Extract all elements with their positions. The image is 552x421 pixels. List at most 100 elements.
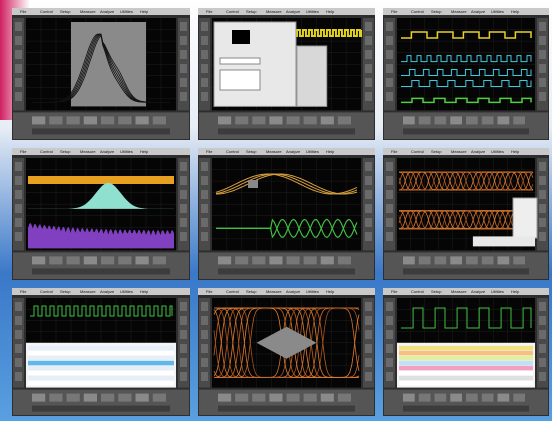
tool-button <box>180 176 187 185</box>
tool-button <box>201 218 208 227</box>
control-knob <box>32 116 45 124</box>
tool-button <box>180 78 187 87</box>
control-knob <box>118 394 131 402</box>
tool-button <box>386 64 393 73</box>
tool-button <box>365 36 372 45</box>
menu-item: Utilities <box>306 149 319 154</box>
menu-item: Control <box>40 9 53 14</box>
control-knob <box>136 256 149 264</box>
tool-button <box>15 232 22 241</box>
histogram-window <box>71 22 146 106</box>
control-knob <box>435 256 447 264</box>
control-knob <box>235 394 248 402</box>
menu-item: Setup <box>246 149 257 154</box>
status-bar <box>218 128 355 134</box>
tool-button <box>201 302 208 311</box>
control-knob <box>32 256 45 264</box>
control-knob <box>338 116 351 124</box>
menu-item: Measure <box>80 149 96 154</box>
tool-button <box>201 176 208 185</box>
status-bar <box>32 128 170 134</box>
table-row <box>399 351 533 356</box>
table-row <box>399 371 533 376</box>
tool-button <box>180 372 187 381</box>
control-knob <box>269 256 282 264</box>
dialog-field <box>220 58 260 64</box>
control-knob <box>252 116 265 124</box>
tool-button <box>201 330 208 339</box>
status-bar <box>403 128 529 134</box>
tool-button <box>539 316 546 325</box>
menu-item: Measure <box>451 289 467 294</box>
tool-button <box>180 316 187 325</box>
menu-item: Analyze <box>100 289 115 294</box>
control-panel <box>384 112 548 139</box>
menu-item: Help <box>511 149 520 154</box>
dialog-field <box>220 70 260 90</box>
menu-item: Control <box>40 149 53 154</box>
tool-button <box>539 92 546 101</box>
tool-button <box>15 162 22 171</box>
menu-item: File <box>391 9 398 14</box>
tool-button <box>15 78 22 87</box>
menu-item: Control <box>226 9 239 14</box>
menu-item: Setup <box>60 9 71 14</box>
tool-button <box>201 344 208 353</box>
menu-item: Control <box>411 9 424 14</box>
marker <box>248 180 258 188</box>
menu-item: Measure <box>451 9 467 14</box>
control-knob <box>153 394 166 402</box>
table-row <box>28 361 174 366</box>
menu-item: Measure <box>80 9 96 14</box>
tool-button <box>386 204 393 213</box>
status-bar <box>218 268 355 274</box>
table-row <box>28 356 174 361</box>
menu-item: Setup <box>246 9 257 14</box>
tool-button <box>365 302 372 311</box>
menu-item: File <box>20 9 27 14</box>
tool-button <box>386 358 393 367</box>
control-knob <box>136 116 149 124</box>
menu-item: Setup <box>60 289 71 294</box>
tool-button <box>539 50 546 59</box>
control-knob <box>252 394 265 402</box>
tool-button <box>386 302 393 311</box>
tool-button <box>539 302 546 311</box>
control-knob <box>101 116 114 124</box>
control-knob <box>153 256 166 264</box>
tool-button <box>180 358 187 367</box>
control-knob <box>218 256 231 264</box>
control-knob <box>269 116 282 124</box>
control-knob <box>287 116 300 124</box>
menu-item: Control <box>411 149 424 154</box>
control-knob <box>287 256 300 264</box>
menu-item: Measure <box>451 149 467 154</box>
tool-button <box>386 232 393 241</box>
control-knob <box>321 394 334 402</box>
menu-item: Help <box>511 289 520 294</box>
status-bar <box>403 406 529 412</box>
control-knob <box>419 394 431 402</box>
tool-button <box>180 232 187 241</box>
tool-button <box>365 22 372 31</box>
control-knob <box>287 394 300 402</box>
tool-button <box>201 22 208 31</box>
scope-window: FileControlSetupMeasureAnalyzeUtilitiesH… <box>383 288 549 416</box>
tool-button <box>180 50 187 59</box>
tool-button <box>539 176 546 185</box>
control-panel <box>13 252 189 279</box>
tool-button <box>15 64 22 73</box>
dialog-side <box>297 46 327 106</box>
control-knob <box>101 394 114 402</box>
control-knob <box>304 116 317 124</box>
control-knob <box>513 256 525 264</box>
menu-item: Analyze <box>286 149 301 154</box>
control-knob <box>513 394 525 402</box>
tool-button <box>201 64 208 73</box>
control-panel <box>199 252 374 279</box>
control-knob <box>84 256 97 264</box>
control-panel <box>13 112 189 139</box>
menu-item: Setup <box>431 9 442 14</box>
status-bar <box>32 268 170 274</box>
control-knob <box>218 394 231 402</box>
